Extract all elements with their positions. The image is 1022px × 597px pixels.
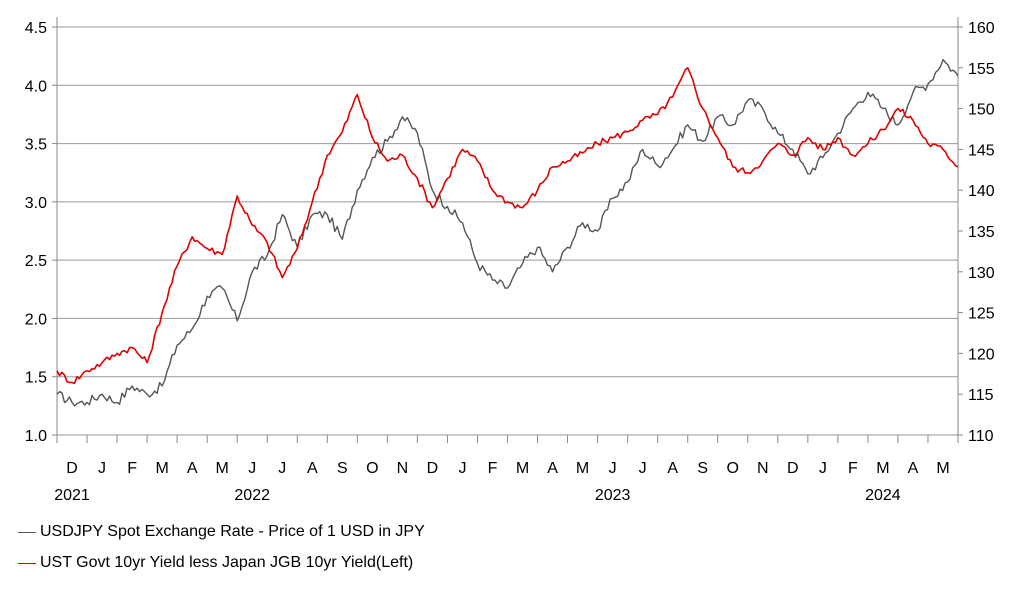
left-tick-label: 2.0: [25, 311, 47, 328]
right-tick-label: 155: [968, 61, 995, 78]
x-month-label: A: [908, 460, 919, 477]
series-group: [56, 58, 959, 407]
legend-label-usdjpy: USDJPY Spot Exchange Rate - Price of 1 U…: [40, 523, 425, 540]
series-line-usdjpy: [56, 58, 959, 407]
x-month-label: J: [248, 460, 256, 477]
x-month-label: D: [66, 460, 78, 477]
right-tick-label: 125: [968, 306, 995, 323]
x-month-label: A: [307, 460, 318, 477]
x-year-label: 2024: [865, 487, 901, 504]
right-tick-label: 120: [968, 346, 995, 363]
x-month-label: M: [876, 460, 889, 477]
x-month-label: J: [98, 460, 106, 477]
right-tick-label: 110: [968, 428, 994, 445]
x-month-label: F: [848, 460, 858, 477]
x-month-label: N: [397, 460, 409, 477]
x-month-label: A: [547, 460, 558, 477]
x-month-label: S: [337, 460, 348, 477]
right-tick-label: 135: [968, 224, 995, 241]
x-year-label: 2022: [234, 487, 270, 504]
series-line-yield-spread: [56, 67, 959, 385]
x-month-label: J: [609, 460, 617, 477]
x-month-label: J: [819, 460, 827, 477]
x-month-label: D: [787, 460, 799, 477]
x-month-label: N: [757, 460, 769, 477]
left-axis-ticks: 1.0 1.5 2.0 2.5 3.0 3.5 4.0 4.5: [25, 20, 57, 445]
x-month-label: M: [155, 460, 168, 477]
x-month-label: F: [488, 460, 498, 477]
left-tick-label: 3.5: [25, 137, 47, 154]
right-tick-label: 145: [968, 142, 995, 159]
x-month-label: A: [667, 460, 678, 477]
right-tick-label: 115: [968, 387, 994, 404]
legend-item-usdjpy: USDJPY Spot Exchange Rate - Price of 1 U…: [18, 523, 425, 541]
left-tick-label: 2.5: [25, 253, 47, 270]
legend-label-yield-spread: UST Govt 10yr Yield less Japan JGB 10yr …: [40, 554, 414, 571]
left-tick-label: 1.5: [25, 370, 47, 387]
right-tick-label: 150: [968, 102, 995, 119]
x-month-label: D: [427, 460, 439, 477]
left-tick-label: 1.0: [25, 428, 47, 445]
x-month-label: O: [727, 460, 739, 477]
x-month-label: A: [187, 460, 198, 477]
legend-swatch-yield-spread: [18, 562, 36, 564]
left-tick-label: 4.5: [25, 20, 47, 37]
left-tick-label: 4.0: [25, 78, 47, 95]
x-year-label: 2021: [54, 487, 90, 504]
x-year-label: 2023: [595, 487, 631, 504]
right-tick-label: 130: [968, 265, 995, 282]
x-month-label: M: [516, 460, 529, 477]
x-month-label: J: [639, 460, 647, 477]
x-month-label: S: [697, 460, 708, 477]
right-tick-label: 160: [968, 20, 995, 37]
gridlines: [57, 26, 958, 436]
legend-swatch-usdjpy: [18, 531, 36, 533]
x-month-label: M: [936, 460, 949, 477]
x-month-label: M: [216, 460, 229, 477]
right-tick-label: 140: [968, 183, 995, 200]
right-axis-ticks: 110 115 120 125 130 135 140 145 150 155 160: [958, 20, 995, 445]
x-month-label: J: [458, 460, 466, 477]
legend-item-yield-spread: UST Govt 10yr Yield less Japan JGB 10yr …: [18, 554, 413, 572]
x-month-label: F: [127, 460, 137, 477]
x-month-label: O: [366, 460, 378, 477]
left-tick-label: 3.0: [25, 195, 47, 212]
x-month-label: J: [278, 460, 286, 477]
x-month-label: M: [576, 460, 589, 477]
